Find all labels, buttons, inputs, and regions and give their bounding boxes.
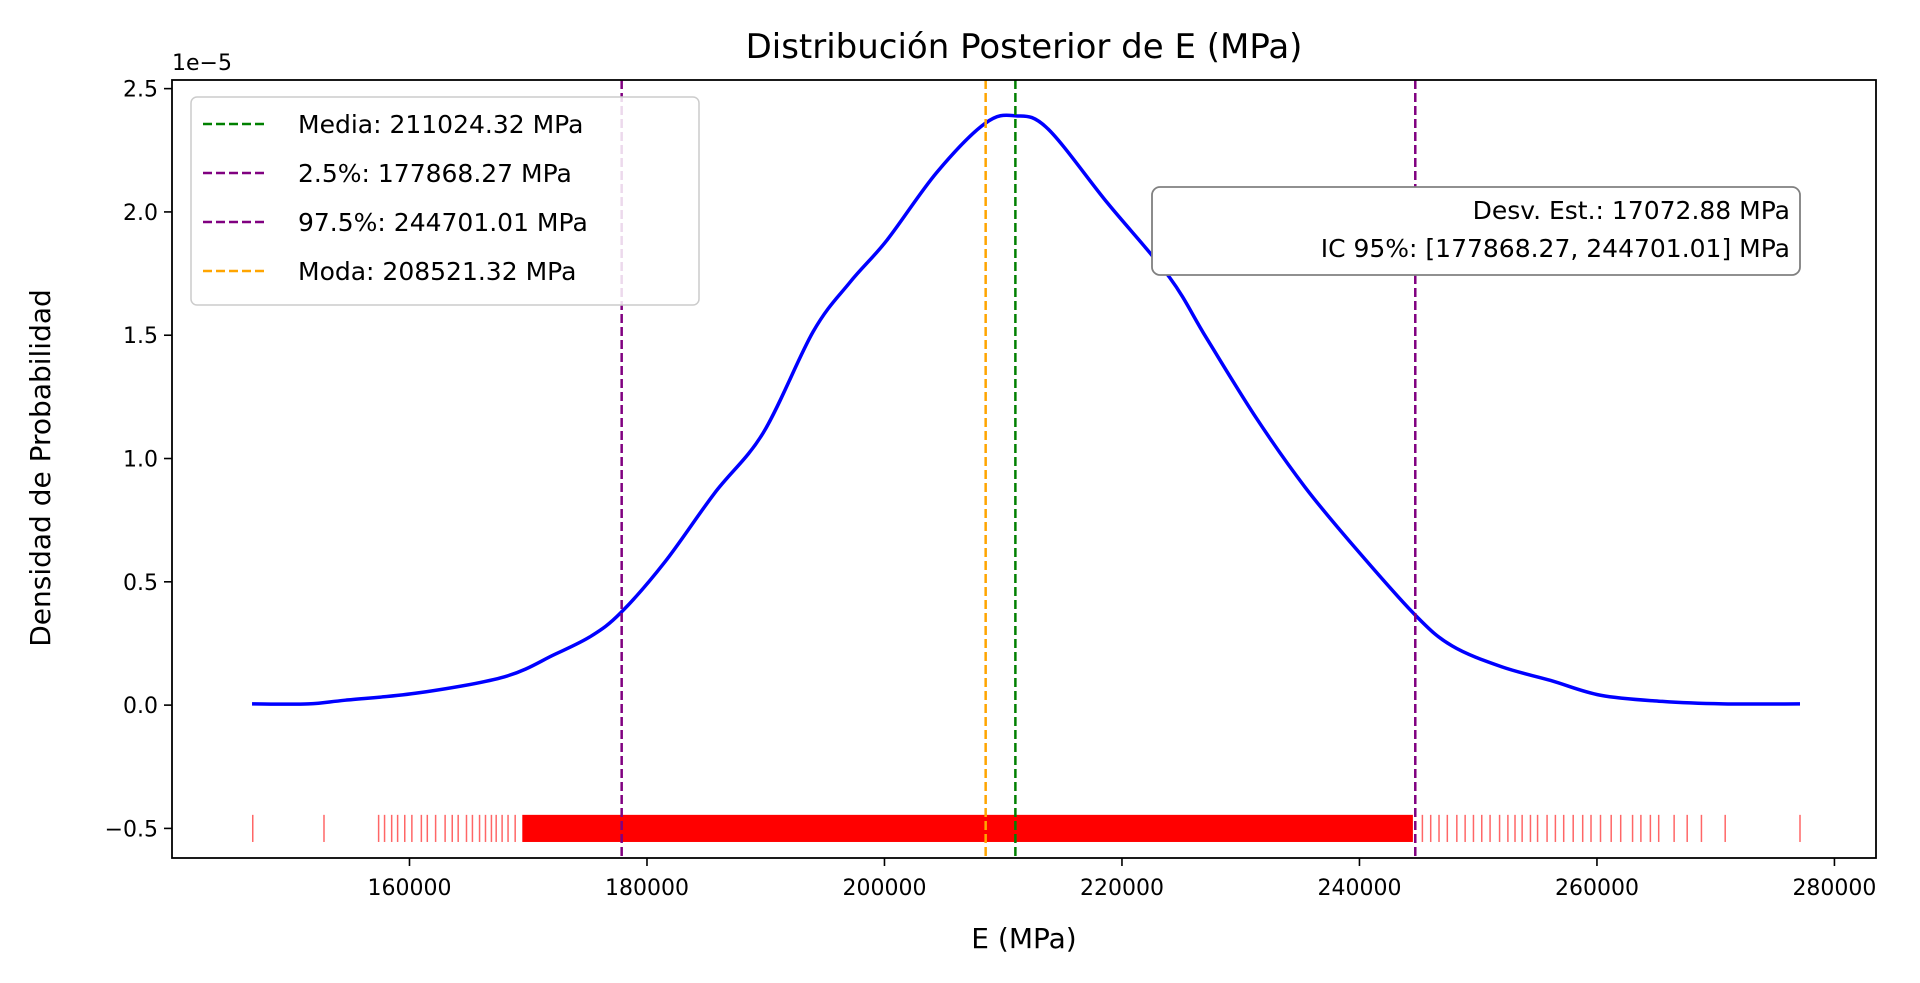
y-tick-label: 2.5 — [123, 78, 158, 103]
x-tick-label: 220000 — [1080, 876, 1164, 901]
chart-title: Distribución Posterior de E (MPa) — [746, 27, 1303, 67]
legend-label: 97.5%: 244701.01 MPa — [298, 208, 588, 237]
y-offset-label: 1e−5 — [172, 51, 232, 76]
kde-curve — [252, 113, 1801, 706]
x-axis-label: E (MPa) — [971, 922, 1076, 955]
y-tick-label: 1.5 — [123, 324, 158, 349]
x-tick-label: 180000 — [605, 876, 689, 901]
rug-dense-band — [522, 814, 1413, 842]
plot-content — [251, 80, 1801, 858]
x-tick-label: 280000 — [1792, 876, 1876, 901]
y-axis-label: Densidad de Probabilidad — [24, 289, 57, 647]
x-tick-label: 200000 — [842, 876, 926, 901]
x-tick-label: 240000 — [1317, 876, 1401, 901]
y-tick-label: −0.5 — [105, 817, 158, 842]
annotation-box — [1151, 186, 1801, 276]
annotation-line: IC 95%: [177868.27, 244701.01] MPa — [1321, 234, 1790, 263]
legend: Media: 211024.32 MPa 2.5%: 177868.27 MPa 9… — [190, 96, 700, 306]
y-tick-label: 0.5 — [123, 571, 158, 596]
axis-ticks: 160000 180000 200000 220000 240000 260000 2800… — [105, 78, 1877, 901]
legend-box — [190, 96, 700, 306]
legend-label: 2.5%: 177868.27 MPa — [298, 159, 572, 188]
x-tick-label: 160000 — [367, 876, 451, 901]
axes-frame — [171, 79, 1877, 859]
legend-label: Moda: 208521.32 MPa — [298, 257, 576, 286]
y-tick-label: 2.0 — [123, 201, 158, 226]
x-tick-label: 260000 — [1555, 876, 1639, 901]
legend-label: Media: 211024.32 MPa — [298, 110, 583, 139]
annotation-line: Desv. Est.: 17072.88 MPa — [1473, 196, 1790, 225]
y-tick-label: 1.0 — [123, 448, 158, 473]
y-tick-label: 0.0 — [123, 694, 158, 719]
plot-area — [251, 80, 1801, 858]
stats-annotation: Desv. Est.: 17072.88 MPa IC 95%: [177868.… — [1151, 186, 1801, 276]
